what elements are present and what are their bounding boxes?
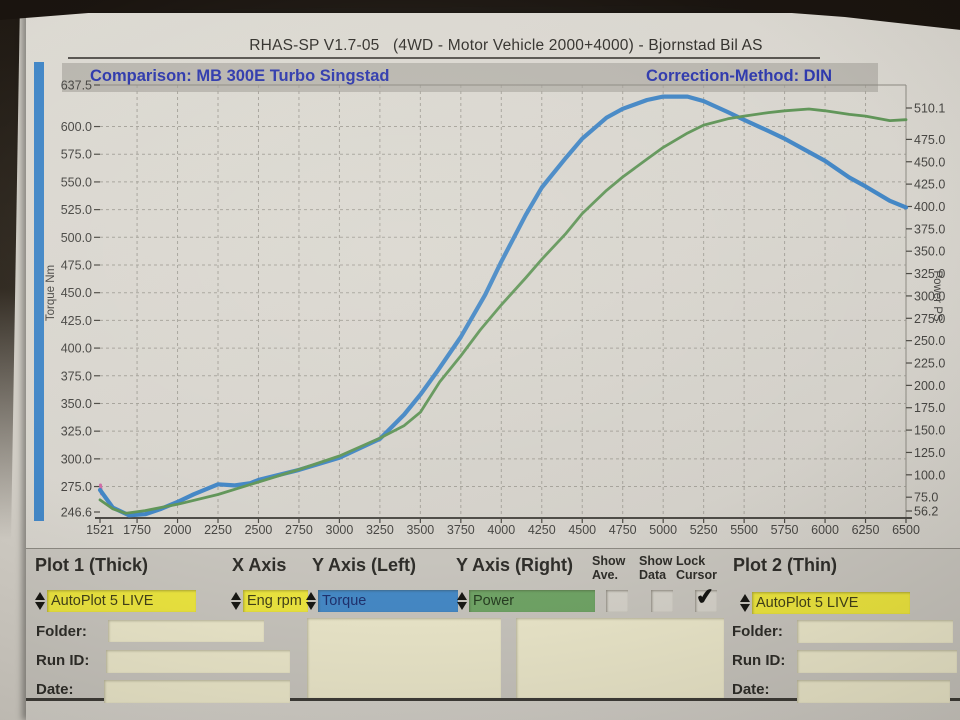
folder-field-left[interactable] bbox=[108, 620, 264, 642]
lock-cursor-header: Lock Cursor bbox=[676, 554, 717, 582]
y-left-dropdown[interactable]: Torque bbox=[318, 590, 458, 612]
correction-method-label: Correction-Method: DIN bbox=[646, 67, 833, 85]
plot1-dropdown[interactable]: AutoPlot 5 LIVE bbox=[47, 590, 196, 612]
date-label-right: Date: bbox=[732, 681, 770, 698]
run-id-label-left: Run ID: bbox=[36, 652, 90, 669]
report-title: RHAS-SP V1.7-05 (4WD - Motor Vehicle 200… bbox=[249, 37, 763, 54]
plot2-header: Plot 2 (Thin) bbox=[733, 555, 837, 575]
run-id-label-right: Run ID: bbox=[732, 652, 786, 669]
y-right-spinner[interactable] bbox=[456, 590, 467, 612]
y-right-header: Y Axis (Right) bbox=[456, 555, 574, 575]
check-icon: ✔ bbox=[694, 583, 716, 610]
comparison-label: Comparison: MB 300E Turbo Singstad bbox=[90, 67, 390, 85]
y-left-header: Y Axis (Left) bbox=[312, 555, 417, 575]
plot1-info-box bbox=[307, 618, 501, 698]
plot2-spinner[interactable] bbox=[739, 592, 750, 614]
run-id-field-right[interactable] bbox=[797, 650, 957, 673]
x-axis-dropdown[interactable]: Eng rpm bbox=[243, 590, 308, 612]
plot-control-panel: Plot 1 (Thick) X Axis Y Axis (Left) Y Ax… bbox=[26, 548, 960, 703]
folder-label-left: Folder: bbox=[36, 623, 87, 640]
x-axis-spinner[interactable] bbox=[230, 590, 241, 612]
y-left-spinner[interactable] bbox=[305, 590, 316, 612]
folder-label-right: Folder: bbox=[732, 623, 783, 640]
printout-paper: RHAS-SP V1.7-05 (4WD - Motor Vehicle 200… bbox=[26, 13, 960, 720]
show-ave-checkbox[interactable] bbox=[606, 590, 628, 612]
show-data-checkbox[interactable] bbox=[651, 590, 673, 612]
date-field-left[interactable] bbox=[104, 680, 290, 703]
show-data-header: Show Data bbox=[639, 554, 673, 582]
folder-field-right[interactable] bbox=[797, 620, 953, 643]
comparison-band: Comparison: MB 300E Turbo Singstad Corre… bbox=[62, 63, 878, 92]
plot1-header: Plot 1 (Thick) bbox=[35, 555, 149, 575]
plot2-dropdown[interactable]: AutoPlot 5 LIVE bbox=[752, 592, 910, 614]
plot1-spinner[interactable] bbox=[34, 590, 45, 612]
x-axis-header: X Axis bbox=[232, 555, 287, 575]
show-ave-header: Show Ave. bbox=[592, 554, 626, 582]
run-id-field-left[interactable] bbox=[106, 650, 290, 673]
lock-cursor-checkbox[interactable]: ✔ bbox=[695, 583, 717, 612]
date-label-left: Date: bbox=[36, 681, 74, 698]
title-underline bbox=[68, 57, 820, 59]
date-field-right[interactable] bbox=[797, 680, 950, 703]
y-right-dropdown[interactable]: Power bbox=[469, 590, 595, 612]
plot2-info-box bbox=[516, 618, 724, 698]
